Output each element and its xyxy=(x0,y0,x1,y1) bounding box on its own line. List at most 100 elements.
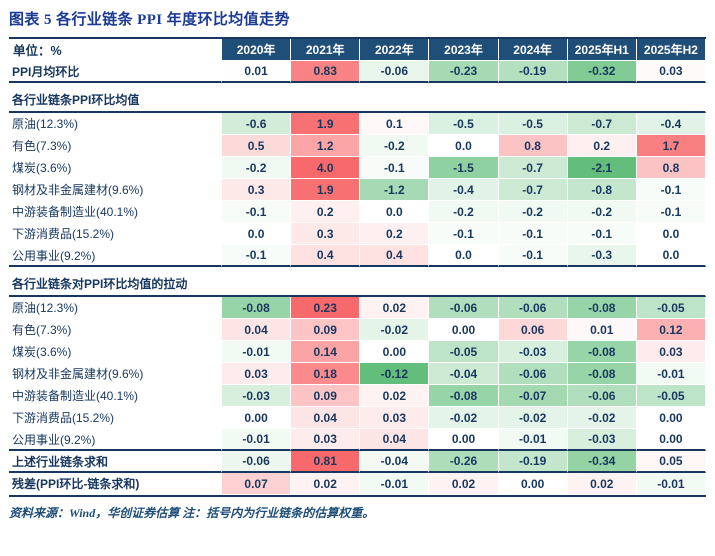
value-cell: -0.1 xyxy=(429,223,499,245)
value-cell: 0.00 xyxy=(636,429,706,451)
table-row: 中游装备制造业(40.1%) -0.03 0.09 0.02 -0.08 -0.07 -0.… xyxy=(9,385,706,407)
table-row: 公用事业(9.2%) -0.01 0.03 0.04 0.00 -0.01 -0.03 0.0… xyxy=(9,429,706,451)
row-label: 有色(7.3%) xyxy=(9,135,222,157)
section-title: 各行业链条PPI环比均值 xyxy=(9,83,706,113)
value-cell: -0.26 xyxy=(429,451,499,473)
value-cell: -0.04 xyxy=(429,363,499,385)
value-cell: 0.00 xyxy=(498,473,568,495)
value-cell: -0.01 xyxy=(498,429,568,451)
value-cell: -0.02 xyxy=(360,319,430,341)
row-label: 下游消费品(15.2%) xyxy=(9,223,222,245)
value-cell: 0.81 xyxy=(291,451,361,473)
row-label: 煤炭(3.6%) xyxy=(9,157,222,179)
value-cell: -0.05 xyxy=(429,341,499,363)
value-cell: 0.3 xyxy=(291,223,361,245)
value-cell: -0.05 xyxy=(636,385,706,407)
table-row: 原油(12.3%) -0.6 1.9 0.1 -0.5 -0.5 -0.7 -0.4 xyxy=(9,113,706,135)
value-cell: -0.1 xyxy=(636,179,706,201)
value-cell: -0.2 xyxy=(360,135,430,157)
row-label: 中游装备制造业(40.1%) xyxy=(9,201,222,223)
value-cell: 0.83 xyxy=(291,61,361,83)
value-cell: 0.0 xyxy=(429,135,499,157)
value-cell: 0.09 xyxy=(291,385,361,407)
value-cell: 0.5 xyxy=(222,135,292,157)
value-cell: 0.8 xyxy=(498,135,568,157)
value-cell: -0.5 xyxy=(429,113,499,135)
source-note: 资料来源：Wind，华创证券估算 注：括号内为行业链条的估算权重。 xyxy=(9,506,375,520)
value-cell: 0.03 xyxy=(636,341,706,363)
value-cell: -0.5 xyxy=(498,113,568,135)
column-header: 2025年H1 xyxy=(567,39,637,61)
value-cell: 0.18 xyxy=(291,363,361,385)
value-cell: -0.01 xyxy=(636,363,706,385)
value-cell: -1.5 xyxy=(429,157,499,179)
row-label: 公用事业(9.2%) xyxy=(9,429,222,451)
value-cell: 0.02 xyxy=(429,473,499,495)
value-cell: -0.2 xyxy=(429,201,499,223)
value-cell: -0.02 xyxy=(498,407,568,429)
value-cell: -0.7 xyxy=(498,157,568,179)
table-row: 公用事业(9.2%) -0.1 0.4 0.4 0.0 -0.1 -0.3 0.0 xyxy=(9,245,706,267)
value-cell: -2.1 xyxy=(567,157,637,179)
row-label: 钢材及非金属建材(9.6%) xyxy=(9,363,222,385)
value-cell: -0.1 xyxy=(567,223,637,245)
value-cell: -0.06 xyxy=(567,385,637,407)
value-cell: -0.4 xyxy=(636,113,706,135)
value-cell: -0.06 xyxy=(429,297,499,319)
column-header: 2020年 xyxy=(222,39,292,61)
value-cell: 0.00 xyxy=(636,407,706,429)
section-title: 各行业链条对PPI环比均值的拉动 xyxy=(9,267,706,297)
table-row: 有色(7.3%) 0.04 0.09 -0.02 0.00 0.06 0.01 0.12 xyxy=(9,319,706,341)
value-cell: -0.03 xyxy=(567,429,637,451)
value-cell: 0.01 xyxy=(222,61,292,83)
value-cell: 0.03 xyxy=(636,61,706,83)
value-cell: -0.01 xyxy=(222,429,292,451)
value-cell: -0.1 xyxy=(498,223,568,245)
value-cell: 0.07 xyxy=(222,473,292,495)
value-cell: 0.4 xyxy=(291,245,361,267)
value-cell: 0.02 xyxy=(360,385,430,407)
value-cell: -0.6 xyxy=(222,113,292,135)
value-cell: -0.05 xyxy=(636,297,706,319)
value-cell: -0.2 xyxy=(222,157,292,179)
column-header: 2023年 xyxy=(429,39,499,61)
table-row: 下游消费品(15.2%) 0.0 0.3 0.2 -0.1 -0.1 -0.1 0.0 xyxy=(9,223,706,245)
value-cell: 0.0 xyxy=(636,223,706,245)
column-header: 2022年 xyxy=(360,39,430,61)
value-cell: -0.04 xyxy=(360,451,430,473)
value-cell: -0.01 xyxy=(636,473,706,495)
value-cell: 4.0 xyxy=(291,157,361,179)
value-cell: -0.03 xyxy=(222,385,292,407)
value-cell: -0.02 xyxy=(429,407,499,429)
table-row: 钢材及非金属建材(9.6%) 0.3 1.9 -1.2 -0.4 -0.7 -0.8 -0.1 xyxy=(9,179,706,201)
row-label: 原油(12.3%) xyxy=(9,297,222,319)
value-cell: 0.02 xyxy=(360,297,430,319)
value-cell: 0.23 xyxy=(291,297,361,319)
table-row: 原油(12.3%) -0.08 0.23 0.02 -0.06 -0.06 -0.08 -0.… xyxy=(9,297,706,319)
value-cell: 0.3 xyxy=(222,179,292,201)
figure-title: 图表 5 各行业链条 PPI 年度环比均值走势 xyxy=(9,12,290,28)
value-cell: 0.04 xyxy=(291,407,361,429)
value-cell: 0.03 xyxy=(222,363,292,385)
row-label: 钢材及非金属建材(9.6%) xyxy=(9,179,222,201)
value-cell: -0.08 xyxy=(567,363,637,385)
value-cell: -0.06 xyxy=(360,61,430,83)
value-cell: 0.0 xyxy=(429,245,499,267)
column-header: 2021年 xyxy=(291,39,361,61)
table-row: 有色(7.3%) 0.5 1.2 -0.2 0.0 0.8 0.2 1.7 xyxy=(9,135,706,157)
value-cell: 0.01 xyxy=(567,319,637,341)
value-cell: -0.2 xyxy=(567,201,637,223)
section-header-row: 各行业链条对PPI环比均值的拉动 xyxy=(9,267,706,297)
value-cell: 0.8 xyxy=(636,157,706,179)
value-cell: 0.4 xyxy=(360,245,430,267)
row-label: PPI月均环比 xyxy=(9,61,222,83)
ppi-table: 单位：% 2020年 2021年 2022年 2023年 2024年 2025年H1 2025… xyxy=(9,37,706,497)
row-label: 残差(PPI环比-链条求和) xyxy=(9,473,222,495)
value-cell: -0.06 xyxy=(498,297,568,319)
table-row: 钢材及非金属建材(9.6%) 0.03 0.18 -0.12 -0.04 -0.06 -0.… xyxy=(9,363,706,385)
value-cell: -0.7 xyxy=(498,179,568,201)
table-row: PPI月均环比 0.01 0.83 -0.06 -0.23 -0.19 -0.32 0.03 xyxy=(9,61,706,83)
value-cell: -0.8 xyxy=(567,179,637,201)
table-row: 煤炭(3.6%) -0.2 4.0 -0.1 -1.5 -0.7 -2.1 0.8 xyxy=(9,157,706,179)
value-cell: -0.34 xyxy=(567,451,637,473)
